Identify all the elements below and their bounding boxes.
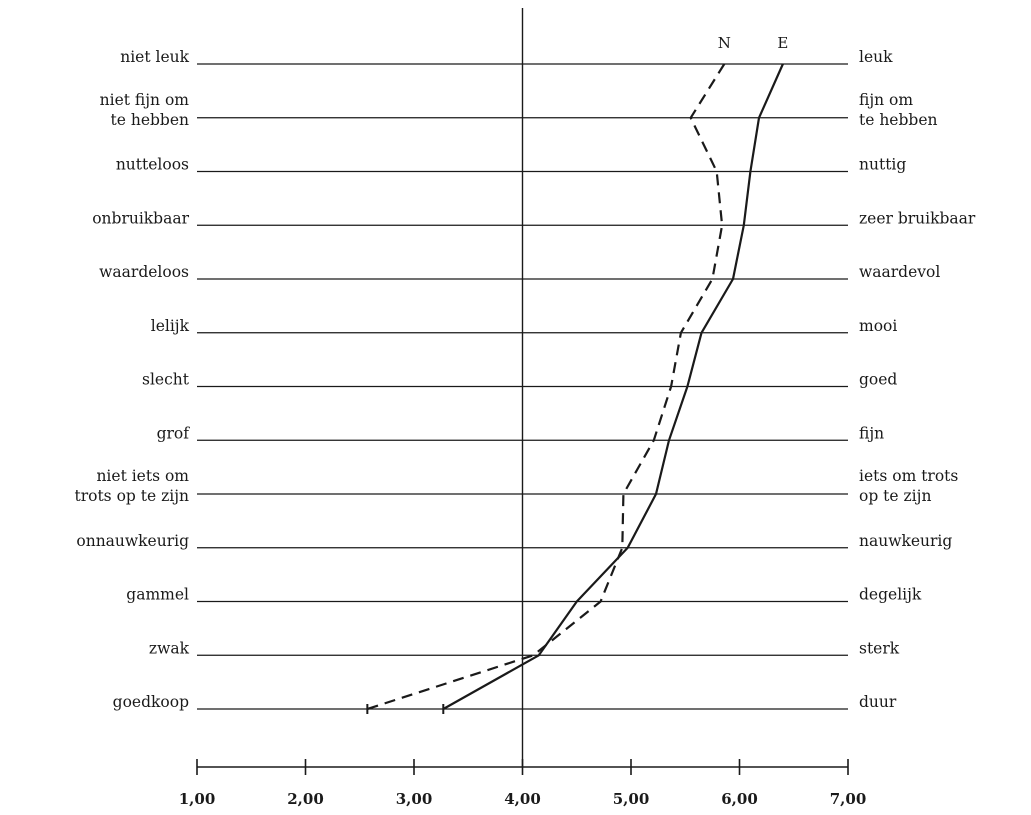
x-tick-label: 5,00 — [613, 790, 650, 808]
item-label-right: nauwkeurig — [859, 532, 952, 550]
item-label-right: waardevol — [859, 263, 940, 281]
item-label-left: grof — [157, 424, 191, 442]
x-tick-label: 7,00 — [830, 790, 867, 808]
series-line-e — [442, 63, 784, 710]
item-label-left: onnauwkeurig — [76, 532, 189, 550]
series-name-n: N — [718, 34, 731, 52]
item-label-right: degelijk — [859, 586, 922, 604]
item-label-left: niet fijn om te hebben — [100, 91, 190, 129]
item-label-right: nuttig — [859, 156, 906, 174]
right-item-labels: leuk fijn om te hebben nuttig zeer bruikbaar… — [859, 48, 976, 711]
x-tick-label: 4,00 — [504, 790, 541, 808]
item-label-left: gammel — [126, 586, 189, 604]
x-tick-label: 2,00 — [287, 790, 324, 808]
series-line-n — [366, 63, 726, 711]
item-label-left: zwak — [149, 639, 190, 657]
item-label-right: duur — [859, 693, 897, 711]
item-label-right: fijn — [859, 424, 884, 442]
item-label-right: leuk — [859, 48, 893, 66]
series-name-e: E — [777, 34, 788, 52]
item-label-left: nutteloos — [116, 156, 189, 174]
item-label-left: niet iets om trots op te zijn — [74, 467, 189, 505]
x-tick-label: 3,00 — [396, 790, 433, 808]
item-label-right: zeer bruikbaar — [859, 209, 976, 227]
item-label-right: fijn om te hebben — [859, 91, 938, 129]
x-tick-label: 6,00 — [721, 790, 758, 808]
item-label-right: sterk — [859, 639, 900, 657]
item-label-left: onbruikbaar — [92, 209, 189, 227]
item-label-right: iets om trots op te zijn — [859, 467, 958, 505]
item-label-left: goedkoop — [113, 693, 189, 711]
x-axis: 1,00 2,00 3,00 4,00 5,00 6,00 7,00 — [179, 759, 867, 808]
item-label-left: slecht — [142, 371, 190, 389]
item-label-right: goed — [859, 371, 897, 389]
left-item-labels: niet leuk niet fijn om te hebben nutteloos o… — [74, 48, 190, 711]
item-label-left: niet leuk — [120, 48, 189, 66]
series-lines — [366, 63, 784, 714]
item-label-left: waardeloos — [99, 263, 189, 281]
item-label-right: mooi — [859, 317, 897, 335]
x-tick-label: 1,00 — [179, 790, 216, 808]
item-label-left: lelijk — [151, 317, 190, 335]
